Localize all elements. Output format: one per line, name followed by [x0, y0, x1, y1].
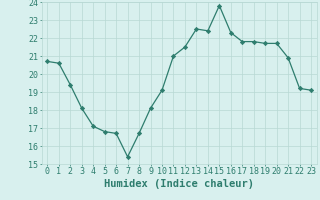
- X-axis label: Humidex (Indice chaleur): Humidex (Indice chaleur): [104, 179, 254, 189]
